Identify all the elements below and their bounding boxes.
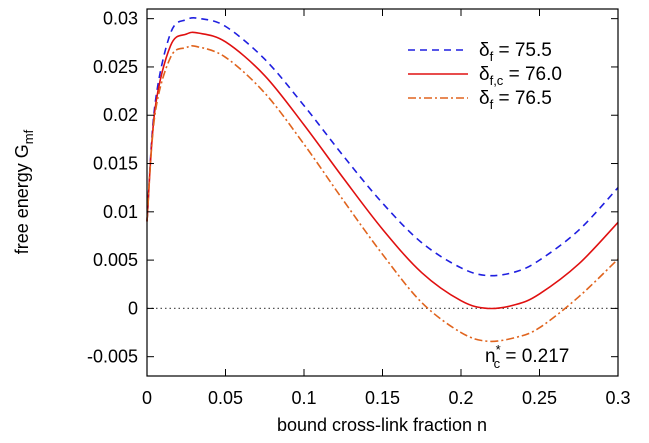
x-tick-label-1: 0.05 [208,388,243,408]
x-tick-label-3: 0.15 [365,388,400,408]
y-tick-label-4: 0.015 [93,154,138,174]
x-tick-label-4: 0.2 [448,388,473,408]
series-line-2 [146,45,619,343]
series-layer [146,17,619,343]
y-tick-label-2: 0.005 [93,250,138,270]
legend-label-2: δf = 76.5 [479,88,552,112]
legend: δf = 75.5 δf,c = 76.0 δf = 76.5 [408,40,562,112]
series-line-0 [146,17,619,277]
y-tick-label-7: 0.03 [103,9,138,29]
x-tick-label-5: 0.25 [522,388,557,408]
plot-area [147,9,618,376]
legend-label-1: δf,c = 76.0 [479,64,562,88]
y-axis-label: free energy Gmf [12,129,36,254]
x-axis-label: bound cross-link fraction n [277,415,487,435]
y-tick-label-1: 0 [128,298,138,318]
y-tick-label-0: -0.005 [87,347,138,367]
x-tick-label-2: 0.1 [291,388,316,408]
ticks-layer: 0 0.05 0.1 0.15 0.2 0.25 0.3 -0.005 0 0.005 0.01 0.… [87,9,631,408]
y-tick-label-6: 0.025 [93,57,138,77]
y-tick-label-5: 0.02 [103,105,138,125]
legend-label-0: δf = 75.5 [479,40,552,64]
y-tick-label-3: 0.01 [103,202,138,222]
x-tick-label-0: 0 [142,388,152,408]
critical-fraction-annotation: n* c = 0.217 [485,342,569,371]
x-tick-label-6: 0.3 [605,388,630,408]
series-line-1 [146,31,619,310]
